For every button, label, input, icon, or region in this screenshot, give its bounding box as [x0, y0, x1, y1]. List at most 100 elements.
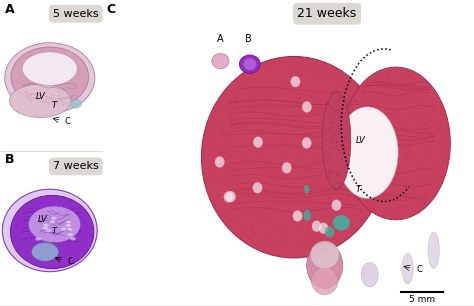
Point: [24, 58, 32, 62]
Point: [77, 240, 84, 244]
Point: [63, 71, 70, 76]
Point: [399, 69, 407, 74]
Point: [415, 209, 423, 214]
Point: [245, 198, 252, 203]
Point: [226, 100, 234, 105]
Point: [55, 100, 63, 105]
Point: [49, 212, 57, 217]
Point: [40, 219, 48, 224]
Point: [73, 65, 81, 70]
Point: [24, 220, 31, 225]
Point: [43, 230, 50, 235]
Point: [369, 116, 377, 121]
Point: [39, 234, 46, 239]
Point: [60, 48, 68, 53]
Point: [311, 123, 319, 128]
Point: [345, 157, 352, 162]
Point: [40, 81, 47, 86]
Point: [35, 206, 43, 211]
Point: [30, 74, 38, 79]
Point: [31, 79, 38, 84]
Point: [272, 173, 279, 178]
Point: [43, 89, 51, 94]
Point: [58, 91, 66, 95]
Point: [405, 73, 413, 78]
Point: [8, 95, 16, 99]
Point: [208, 147, 216, 152]
Point: [55, 107, 63, 112]
Point: [56, 95, 64, 100]
Point: [228, 125, 236, 129]
Point: [262, 216, 270, 221]
Point: [48, 47, 56, 52]
Point: [405, 146, 412, 151]
Point: [64, 224, 71, 229]
Point: [348, 93, 356, 98]
Point: [383, 67, 391, 72]
Point: [57, 224, 65, 229]
Text: T: T: [356, 185, 360, 194]
Point: [65, 257, 73, 262]
Point: [58, 98, 65, 103]
Point: [363, 106, 370, 111]
Point: [421, 168, 428, 173]
Point: [41, 83, 49, 88]
Point: [419, 110, 427, 115]
Point: [306, 245, 314, 250]
Point: [61, 210, 68, 215]
Point: [32, 95, 40, 100]
Point: [282, 141, 289, 146]
Point: [22, 247, 30, 252]
Point: [250, 208, 258, 213]
Point: [401, 101, 409, 106]
Point: [33, 213, 41, 218]
Point: [237, 236, 244, 241]
Point: [64, 210, 72, 215]
Point: [356, 195, 364, 200]
Point: [39, 208, 46, 213]
Point: [224, 147, 232, 152]
Point: [389, 78, 397, 83]
Point: [339, 104, 346, 109]
Point: [364, 99, 372, 104]
Point: [70, 220, 78, 225]
Point: [208, 192, 215, 197]
Point: [78, 209, 85, 214]
Point: [374, 151, 382, 155]
Point: [18, 94, 26, 99]
Point: [51, 101, 58, 106]
Point: [62, 95, 69, 100]
Point: [235, 120, 243, 125]
Point: [384, 144, 392, 149]
Point: [15, 76, 23, 81]
Point: [26, 205, 34, 210]
Point: [338, 144, 346, 149]
Point: [313, 181, 321, 186]
Point: [73, 85, 81, 90]
Point: [349, 147, 357, 152]
Point: [71, 236, 78, 241]
Point: [63, 93, 71, 98]
Ellipse shape: [282, 162, 292, 173]
Point: [69, 229, 76, 234]
Point: [295, 92, 302, 97]
Point: [408, 78, 416, 83]
Ellipse shape: [333, 98, 343, 109]
Point: [65, 241, 73, 246]
Point: [35, 232, 43, 237]
Point: [361, 116, 369, 121]
Point: [32, 213, 40, 218]
Point: [249, 191, 256, 196]
Point: [376, 152, 383, 157]
Point: [320, 243, 328, 248]
Point: [311, 142, 319, 147]
Point: [367, 138, 374, 143]
Point: [342, 114, 350, 118]
Point: [237, 203, 245, 208]
Point: [370, 169, 377, 174]
Point: [377, 213, 385, 218]
Point: [329, 140, 337, 145]
Point: [69, 86, 77, 91]
Point: [317, 170, 324, 175]
Point: [51, 71, 58, 76]
